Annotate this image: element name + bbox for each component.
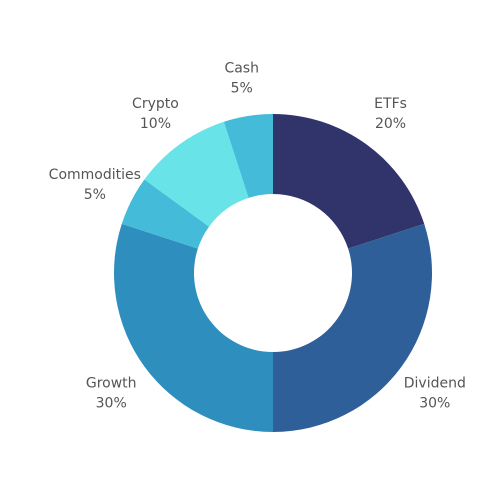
slice-value-cash: 5% [231, 80, 253, 96]
slice-cash [223, 114, 273, 198]
slice-dividend [273, 223, 432, 432]
slice-growth [114, 223, 273, 432]
slice-value-crypto: 10% [140, 116, 171, 132]
slice-label-commodities: Commodities 5% [49, 167, 141, 203]
slice-category-growth: Growth [86, 376, 137, 392]
slice-label-crypto: Crypto 10% [132, 96, 179, 132]
slice-crypto [144, 121, 249, 227]
slice-label-growth: Growth 30% [86, 376, 137, 412]
slice-category-crypto: Crypto [132, 96, 179, 112]
slice-category-commodities: Commodities [49, 167, 141, 183]
slice-etfs [273, 114, 425, 249]
slice-value-dividend: 30% [419, 396, 450, 412]
slice-label-cash: Cash 5% [224, 60, 259, 96]
slice-value-growth: 30% [96, 396, 127, 412]
slice-label-etfs: ETFs 20% [374, 96, 407, 132]
slice-category-dividend: Dividend [404, 376, 466, 392]
slice-category-etfs: ETFs [374, 96, 407, 112]
slice-commodities [121, 179, 210, 249]
slice-value-commodities: 5% [84, 187, 106, 203]
slice-value-etfs: 20% [375, 116, 406, 132]
slice-label-dividend: Dividend 30% [404, 376, 466, 412]
slice-category-cash: Cash [224, 60, 259, 76]
